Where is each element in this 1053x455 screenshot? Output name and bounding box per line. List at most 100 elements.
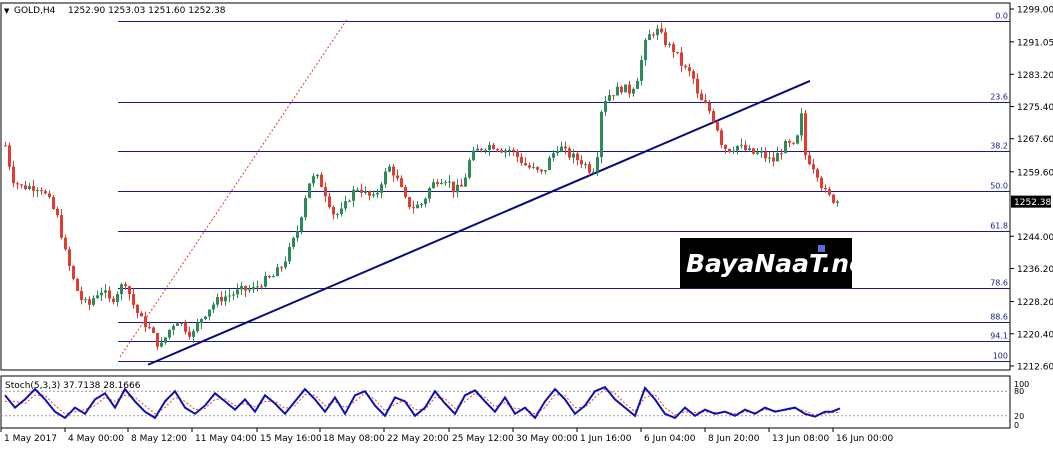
- bull-candle: [308, 183, 311, 198]
- current-price-label: 1252.38: [1014, 198, 1051, 208]
- bull-candle: [216, 297, 219, 305]
- bull-candle: [236, 289, 239, 295]
- bear-candle: [700, 93, 703, 101]
- bear-candle: [44, 191, 47, 194]
- bear-candle: [772, 157, 775, 162]
- bear-candle: [112, 298, 115, 303]
- bear-candle: [480, 148, 483, 151]
- bull-candle: [656, 28, 659, 36]
- bear-candle: [676, 51, 679, 53]
- bull-candle: [384, 171, 387, 185]
- bull-candle: [416, 204, 419, 209]
- bear-candle: [80, 290, 83, 301]
- bear-candle: [368, 191, 371, 196]
- bear-candle: [412, 207, 415, 209]
- bear-candle: [712, 111, 715, 122]
- bull-candle: [388, 166, 391, 172]
- support-trendline: [147, 79, 811, 366]
- bear-candle: [780, 153, 783, 155]
- time-tick-label: 13 Jun 08:00: [772, 434, 829, 444]
- bear-candle: [704, 100, 707, 103]
- fib-level-label: 0.0: [995, 12, 1008, 21]
- bull-candle: [432, 182, 435, 189]
- bear-candle: [724, 144, 727, 149]
- price-tick-label: 1291.05: [1017, 38, 1053, 48]
- fib-level-label: 78.6: [990, 279, 1008, 288]
- time-tick-label: 1 Jun 16:00: [580, 434, 632, 444]
- bear-candle: [752, 148, 755, 154]
- bear-candle: [392, 166, 395, 176]
- bull-candle: [596, 157, 599, 172]
- bull-candle: [304, 197, 307, 218]
- bull-candle: [556, 151, 559, 154]
- bear-candle: [64, 237, 67, 250]
- fib-level-label: 94.1: [990, 332, 1008, 341]
- bear-candle: [628, 84, 631, 94]
- bull-candle: [84, 299, 87, 301]
- bear-candle: [152, 327, 155, 334]
- bear-candle: [48, 193, 51, 198]
- bear-candle: [512, 149, 515, 152]
- bull-candle: [428, 188, 431, 199]
- bear-candle: [716, 121, 719, 131]
- fib-level-label: 50.0: [990, 182, 1008, 191]
- bull-candle: [200, 318, 203, 324]
- bear-candle: [580, 160, 583, 165]
- bear-candle: [460, 184, 463, 187]
- bear-candle: [720, 130, 723, 145]
- bull-candle: [644, 40, 647, 61]
- bull-candle: [92, 298, 95, 305]
- time-tick-label: 8 Jun 20:00: [708, 434, 760, 444]
- bull-candle: [648, 34, 651, 41]
- bull-candle: [196, 323, 199, 332]
- bull-candle: [616, 86, 619, 96]
- bear-candle: [744, 144, 747, 150]
- bear-candle: [400, 178, 403, 187]
- bull-candle: [740, 144, 743, 146]
- symbol-dropdown-icon: ▼: [4, 7, 10, 15]
- price-tick-label: 1212.60: [1017, 363, 1053, 373]
- price-tick-label: 1299.00: [1017, 6, 1053, 16]
- bear-candle: [24, 185, 27, 190]
- bull-candle: [28, 186, 31, 190]
- bull-candle: [776, 153, 779, 162]
- stoch-axis-label: 100: [1014, 380, 1029, 389]
- bull-candle: [288, 247, 291, 262]
- bear-candle: [68, 249, 71, 267]
- bear-candle: [148, 327, 151, 329]
- symbol-label: GOLD,H4: [14, 6, 56, 16]
- bull-candle: [264, 276, 267, 287]
- bear-candle: [684, 65, 687, 68]
- bear-candle: [76, 278, 79, 291]
- bear-candle: [788, 140, 791, 143]
- bear-candle: [516, 151, 519, 158]
- current-price-box: [1011, 195, 1051, 208]
- bull-candle: [572, 153, 575, 158]
- bull-candle: [96, 295, 99, 299]
- bull-candle: [488, 145, 491, 150]
- bull-candle: [668, 44, 671, 46]
- bear-candle: [20, 184, 23, 186]
- bull-candle: [176, 323, 179, 326]
- bull-candle: [440, 182, 443, 184]
- bear-candle: [528, 165, 531, 168]
- bull-candle: [592, 171, 595, 173]
- bull-candle: [636, 80, 639, 89]
- bull-candle: [464, 177, 467, 187]
- time-tick-label: 6 Jun 04:00: [644, 434, 696, 444]
- bear-candle: [672, 44, 675, 52]
- bear-candle: [408, 197, 411, 208]
- bear-candle: [188, 331, 191, 337]
- bull-candle: [104, 290, 107, 293]
- bear-candle: [328, 196, 331, 207]
- bull-candle: [544, 170, 547, 172]
- bear-candle: [56, 208, 59, 216]
- bear-candle: [124, 284, 127, 287]
- bull-candle: [456, 184, 459, 193]
- bear-candle: [824, 188, 827, 190]
- bull-candle: [224, 296, 227, 302]
- bull-candle: [796, 135, 799, 144]
- bear-candle: [540, 169, 543, 172]
